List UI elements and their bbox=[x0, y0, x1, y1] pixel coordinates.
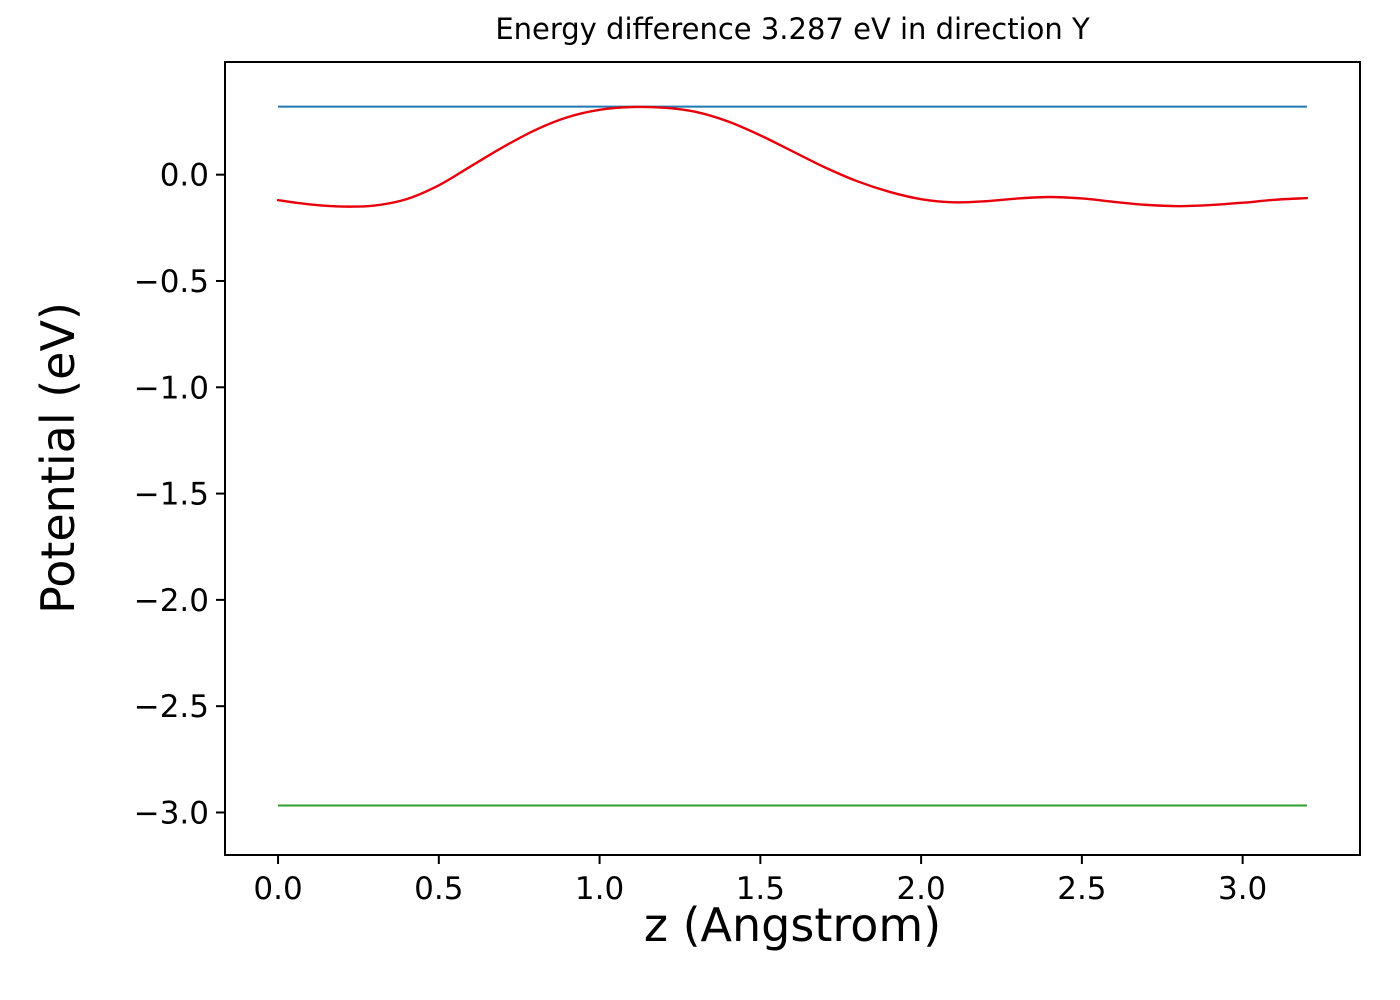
x-tick-label: 2.0 bbox=[896, 871, 945, 907]
y-tick-label: 0.0 bbox=[160, 158, 209, 194]
y-tick-label: −1.5 bbox=[134, 477, 209, 513]
chart-title: Energy difference 3.287 eV in direction … bbox=[495, 12, 1090, 46]
plot-frame bbox=[224, 61, 1361, 856]
planar-averaged-potential-curve bbox=[276, 105, 1309, 208]
x-tick-label: 1.5 bbox=[736, 871, 785, 907]
x-axis-label: z (Angstrom) bbox=[643, 898, 942, 952]
y-tick-label: −2.5 bbox=[134, 689, 209, 725]
y-tick-label: −2.0 bbox=[134, 583, 209, 619]
y-tick-label: −1.0 bbox=[134, 370, 209, 406]
x-tick-label: 1.0 bbox=[575, 871, 624, 907]
y-tick-label: −0.5 bbox=[134, 264, 209, 300]
y-tick-label: −3.0 bbox=[134, 795, 209, 831]
x-tick-label: 0.0 bbox=[253, 871, 302, 907]
x-tick-label: 3.0 bbox=[1218, 871, 1267, 907]
x-tick-label: 0.5 bbox=[414, 871, 463, 907]
x-tick-label: 2.5 bbox=[1057, 871, 1106, 907]
